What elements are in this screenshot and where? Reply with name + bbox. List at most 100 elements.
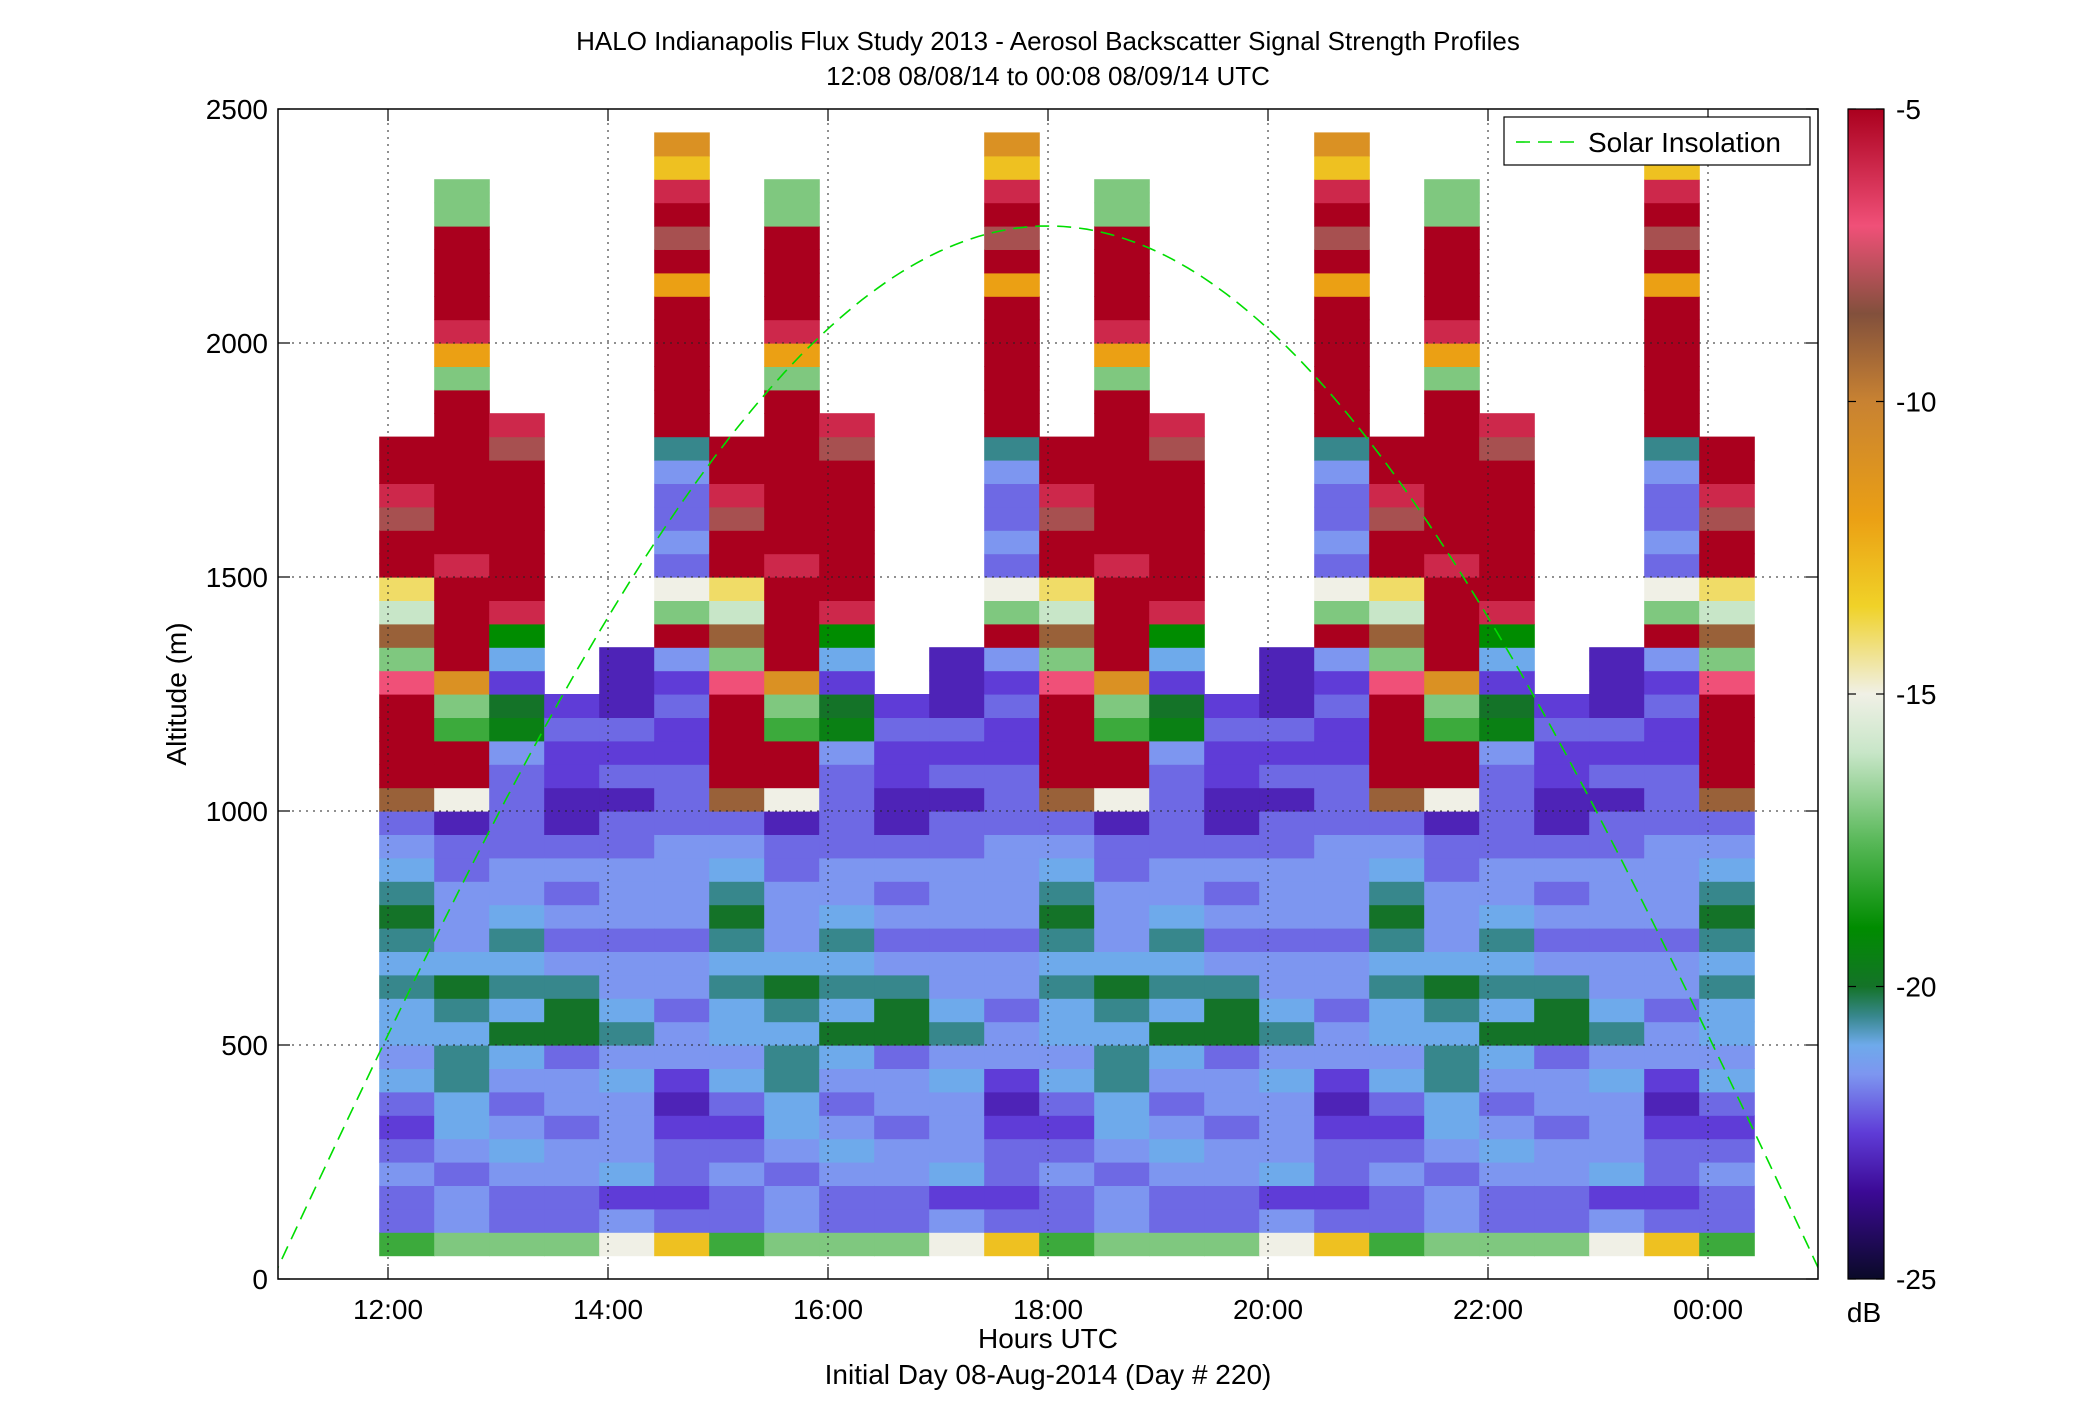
heatmap-cell	[654, 249, 710, 274]
heatmap-cell	[1424, 834, 1480, 859]
heatmap-cell	[1424, 1232, 1480, 1257]
heatmap-cell	[599, 1115, 655, 1140]
heatmap-cell	[709, 881, 765, 906]
heatmap-cell	[929, 740, 985, 765]
heatmap-cell	[1644, 740, 1700, 765]
heatmap-cell	[599, 647, 655, 672]
heatmap-cell	[434, 1232, 490, 1257]
heatmap-cell	[984, 670, 1040, 695]
heatmap-cell	[654, 577, 710, 601]
heatmap-cell	[709, 506, 765, 531]
heatmap-cell	[1644, 249, 1700, 274]
heatmap-cell	[434, 460, 490, 484]
heatmap-cell	[654, 460, 710, 484]
heatmap-cell	[599, 928, 655, 952]
heatmap-cell	[1314, 296, 1370, 321]
heatmap-cell	[1094, 577, 1150, 601]
heatmap-cell	[1314, 857, 1370, 882]
heatmap-cell	[489, 1115, 545, 1140]
heatmap-cell	[1259, 1185, 1315, 1210]
heatmap-cell	[489, 904, 545, 929]
heatmap-cell	[1644, 366, 1700, 391]
heatmap-cell	[489, 998, 545, 1023]
heatmap-cell	[764, 904, 820, 929]
heatmap-cell	[434, 694, 490, 718]
heatmap-cell	[709, 670, 765, 695]
heatmap-cell	[544, 904, 600, 929]
heatmap-cell	[929, 1208, 985, 1233]
heatmap-cell	[1534, 811, 1590, 835]
heatmap-cell	[1149, 811, 1205, 835]
heatmap-cell	[434, 881, 490, 906]
heatmap-cell	[709, 717, 765, 742]
heatmap-cell	[1314, 928, 1370, 952]
heatmap-cell	[1589, 717, 1645, 742]
heatmap-cell	[1259, 717, 1315, 742]
heatmap-cell	[1424, 1021, 1480, 1046]
heatmap-cell	[984, 1115, 1040, 1140]
heatmap-cell	[709, 483, 765, 508]
heatmap-cell	[764, 249, 820, 274]
heatmap-cell	[1644, 857, 1700, 882]
chart-subtitle: 12:08 08/08/14 to 00:08 08/09/14 UTC	[826, 61, 1270, 91]
heatmap-cell	[1589, 881, 1645, 906]
heatmap-cell	[984, 951, 1040, 976]
heatmap-cell	[764, 1091, 820, 1116]
heatmap-cell	[1479, 928, 1535, 952]
heatmap-cell	[1149, 647, 1205, 672]
heatmap-cell	[984, 553, 1040, 578]
heatmap-cell	[984, 857, 1040, 882]
heatmap-cell	[709, 647, 765, 672]
heatmap-cell	[1204, 694, 1260, 718]
heatmap-cell	[1644, 834, 1700, 859]
heatmap-cell	[379, 717, 435, 742]
heatmap-cell	[544, 1208, 600, 1233]
heatmap-cell	[1149, 764, 1205, 789]
heatmap-cell	[1259, 1138, 1315, 1163]
heatmap-cell	[1094, 530, 1150, 555]
heatmap-cell	[434, 530, 490, 555]
heatmap-cell	[764, 436, 820, 461]
heatmap-cell	[599, 1185, 655, 1210]
heatmap-cell	[434, 647, 490, 672]
heatmap-cell	[764, 787, 820, 812]
colorbar-tick-label: -10	[1896, 387, 1936, 418]
heatmap-cell	[599, 998, 655, 1023]
heatmap-cell	[379, 506, 435, 531]
heatmap-cell	[1589, 670, 1645, 695]
heatmap-cell	[1039, 1185, 1095, 1210]
heatmap-cell	[874, 951, 930, 976]
heatmap-cell	[1589, 928, 1645, 952]
heatmap-cell	[709, 928, 765, 952]
heatmap-cell	[434, 834, 490, 859]
heatmap-cell	[709, 1045, 765, 1069]
heatmap-cell	[489, 787, 545, 812]
heatmap-cell	[764, 226, 820, 250]
heatmap-cell	[434, 1045, 490, 1069]
y-axis-ticks: 0 500 1000 1500 2000 2500	[206, 94, 1818, 1295]
heatmap-cell	[599, 787, 655, 812]
heatmap-cell	[1149, 1162, 1205, 1186]
heatmap-cell	[1204, 998, 1260, 1023]
heatmap-cell	[434, 974, 490, 999]
heatmap-cell	[1534, 928, 1590, 952]
heatmap-cell	[599, 1208, 655, 1233]
heatmap-cell	[1039, 647, 1095, 672]
heatmap-cell	[929, 974, 985, 999]
heatmap-cell	[654, 834, 710, 859]
heatmap-cell	[1369, 647, 1425, 672]
heatmap-cell	[764, 600, 820, 625]
heatmap-cell	[1094, 1162, 1150, 1186]
heatmap-cell	[434, 1162, 490, 1186]
heatmap-cell	[1369, 1232, 1425, 1257]
heatmap-cell	[1094, 1232, 1150, 1257]
heatmap-cell	[1149, 577, 1205, 601]
heatmap-cell	[1259, 928, 1315, 952]
heatmap-cell	[1369, 600, 1425, 625]
heatmap-cell	[764, 366, 820, 391]
heatmap-cell	[764, 834, 820, 859]
heatmap-cell	[1094, 928, 1150, 952]
heatmap-cell	[1039, 1208, 1095, 1233]
heatmap-cell	[1644, 787, 1700, 812]
heatmap-cell	[709, 740, 765, 765]
